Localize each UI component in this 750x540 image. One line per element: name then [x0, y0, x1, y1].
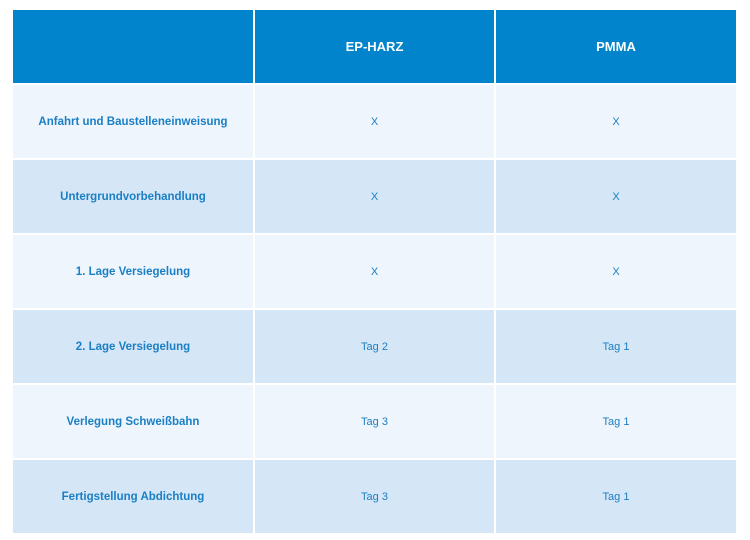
- pmma-cell: X: [495, 234, 736, 310]
- table-row: 1. Lage Versiegelung X X: [13, 234, 736, 310]
- pmma-cell: X: [495, 159, 736, 235]
- row-label: 1. Lage Versiegelung: [13, 234, 255, 310]
- ep-harz-cell: Tag 2: [254, 309, 496, 385]
- table-row: Untergrundvorbehandlung X X: [13, 159, 736, 235]
- pmma-cell: X: [495, 84, 736, 160]
- ep-harz-cell: Tag 3: [254, 459, 496, 535]
- header-empty-cell: [13, 10, 255, 85]
- pmma-cell: Tag 1: [495, 309, 736, 385]
- table-row: Anfahrt und Baustelleneinweisung X X: [13, 84, 736, 160]
- row-label: Untergrundvorbehandlung: [13, 159, 255, 235]
- ep-harz-cell: X: [254, 159, 496, 235]
- pmma-cell: Tag 1: [495, 384, 736, 460]
- ep-harz-cell: X: [254, 234, 496, 310]
- table-row: Verlegung Schweißbahn Tag 3 Tag 1: [13, 384, 736, 460]
- row-label: 2. Lage Versiegelung: [13, 309, 255, 385]
- ep-harz-cell: Tag 3: [254, 384, 496, 460]
- header-pmma: PMMA: [495, 10, 736, 85]
- row-label: Verlegung Schweißbahn: [13, 384, 255, 460]
- row-label: Anfahrt und Baustelleneinweisung: [13, 84, 255, 160]
- table-row: 2. Lage Versiegelung Tag 2 Tag 1: [13, 309, 736, 385]
- ep-harz-cell: X: [254, 84, 496, 160]
- table-header-row: EP-HARZ PMMA: [13, 10, 736, 85]
- pmma-cell: Tag 1: [495, 459, 736, 535]
- header-ep-harz: EP-HARZ: [254, 10, 496, 85]
- row-label: Fertigstellung Abdichtung: [13, 459, 255, 535]
- comparison-table: EP-HARZ PMMA Anfahrt und Baustelleneinwe…: [13, 10, 736, 535]
- table-row: Fertigstellung Abdichtung Tag 3 Tag 1: [13, 459, 736, 535]
